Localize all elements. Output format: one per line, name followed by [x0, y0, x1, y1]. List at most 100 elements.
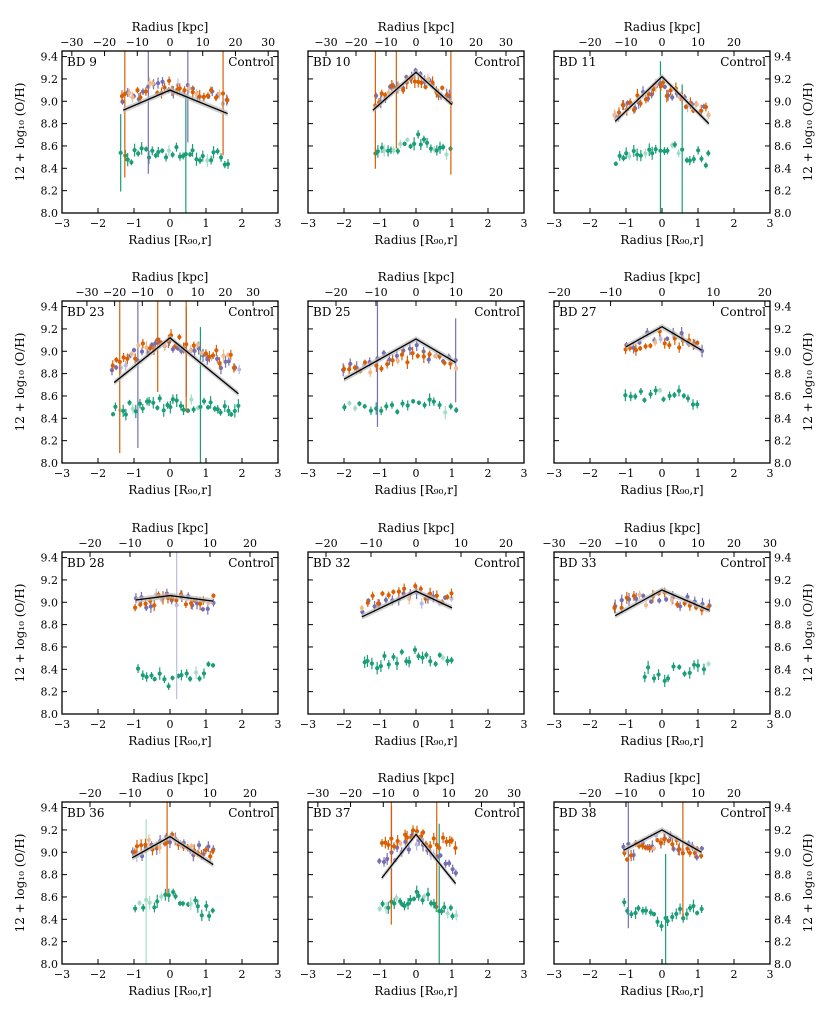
orange-point: [440, 835, 446, 840]
green-point: [395, 148, 400, 154]
y-tick-label: 8.4: [41, 412, 59, 425]
orange-point: [125, 356, 130, 361]
orange-point: [694, 102, 699, 107]
y-tick-label: 8.6: [774, 390, 792, 403]
panel-title: BD 10: [313, 55, 351, 69]
control-label: Control: [720, 806, 766, 820]
fit-line: [361, 590, 453, 618]
top-tick-label: 20: [474, 787, 488, 800]
y-tick-label: 8.4: [41, 663, 59, 676]
green-point: [425, 892, 431, 897]
bottom-axis-label: Radius [R₉₀,r]: [374, 734, 457, 748]
y-tick-label: 8.0: [774, 958, 792, 971]
green-point: [407, 659, 412, 664]
green-point: [144, 674, 149, 680]
plot-area: [621, 802, 704, 964]
green-point: [424, 652, 429, 658]
orange-point: [138, 95, 143, 100]
y-tick-label: 8.0: [774, 207, 792, 220]
bottom-axis-label: Radius [R₉₀,r]: [128, 233, 211, 247]
x-tick-label: 3: [521, 968, 528, 981]
green-point: [699, 156, 704, 161]
orange-point: [166, 78, 172, 83]
purple-point: [426, 357, 431, 362]
green-point: [676, 388, 682, 393]
green-point: [643, 151, 648, 156]
top-tick-label: −20: [324, 286, 347, 299]
y-tick-label: 9.4: [41, 802, 59, 815]
green-point: [674, 911, 679, 916]
orange-point: [677, 345, 682, 350]
green-point: [121, 408, 126, 414]
green-point: [197, 676, 202, 681]
green-point: [157, 396, 162, 401]
purple-point: [131, 348, 137, 353]
orange-point: [625, 857, 630, 862]
y-tick-label: 9.2: [774, 73, 792, 86]
purple-point: [383, 597, 389, 603]
fit-line: [614, 75, 710, 125]
green-point: [659, 923, 664, 929]
top-tick-label: −10: [614, 36, 637, 49]
x-tick-label: 2: [485, 217, 492, 230]
green-point: [695, 910, 700, 916]
orange-point: [208, 88, 214, 93]
orange-point: [643, 603, 649, 608]
purple-point: [223, 359, 228, 364]
y-axis-label: 12 + log₁₀ (O/H): [13, 584, 27, 683]
orange-point: [706, 112, 711, 117]
top-tick-label: 10: [706, 286, 720, 299]
green-point: [665, 148, 670, 153]
green-point: [118, 150, 123, 155]
x-tick-label: −2: [582, 217, 598, 230]
y-tick-label: 8.6: [774, 891, 792, 904]
top-tick-label: 10: [449, 286, 463, 299]
orange-point: [612, 112, 617, 117]
x-tick-label: 3: [521, 467, 528, 480]
top-axis-label: Radius [kpc]: [624, 270, 701, 284]
top-tick-label: −20: [344, 36, 367, 49]
orange-point: [662, 341, 667, 346]
x-tick-label: −1: [618, 968, 634, 981]
control-label: Control: [474, 305, 520, 319]
orange-point: [146, 837, 152, 843]
orange-point: [190, 90, 195, 95]
orange-point: [191, 343, 196, 348]
green-point: [676, 151, 681, 156]
y-tick-label: 9.4: [774, 552, 792, 565]
green-point: [362, 404, 367, 409]
green-point: [398, 142, 403, 147]
orange-point: [631, 593, 636, 599]
orange-point: [434, 593, 439, 598]
x-tick-label: −3: [54, 217, 70, 230]
orange-point: [376, 601, 381, 606]
y-tick-label: 9.4: [41, 301, 59, 314]
orange-point: [431, 836, 436, 841]
orange-point: [643, 344, 648, 349]
purple-point: [419, 601, 424, 606]
green-point: [434, 148, 439, 153]
top-tick-label: 20: [469, 36, 483, 49]
green-point: [129, 160, 134, 165]
orange-point: [677, 847, 682, 852]
top-tick-label: −10: [118, 787, 141, 800]
orange-point: [140, 341, 145, 346]
green-point: [150, 148, 155, 153]
y-tick-label: 8.8: [774, 619, 792, 632]
orange-point: [391, 589, 396, 595]
orange-point: [370, 593, 375, 598]
x-tick-label: 0: [659, 217, 666, 230]
top-tick-label: 10: [442, 787, 456, 800]
top-tick-label: 30: [261, 36, 275, 49]
orange-point: [359, 605, 364, 611]
green-point: [162, 677, 167, 682]
orange-point: [402, 586, 407, 591]
y-tick-label: 8.6: [774, 641, 792, 654]
y-tick-label: 9.2: [41, 73, 59, 86]
panel-bd28: −3 −2 −1 0 1 2 3−20 −10 0 10 208.08.28.48.68.89.09…: [13, 521, 282, 748]
y-tick-label: 9.2: [41, 323, 59, 336]
green-point: [422, 403, 427, 408]
purple-point: [414, 842, 419, 847]
y-tick-label: 8.8: [774, 118, 792, 131]
purple-point: [414, 343, 419, 348]
